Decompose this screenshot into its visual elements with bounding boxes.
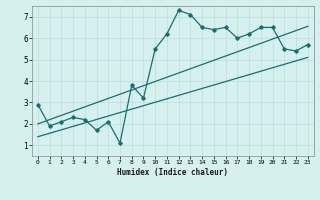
X-axis label: Humidex (Indice chaleur): Humidex (Indice chaleur) xyxy=(117,168,228,177)
